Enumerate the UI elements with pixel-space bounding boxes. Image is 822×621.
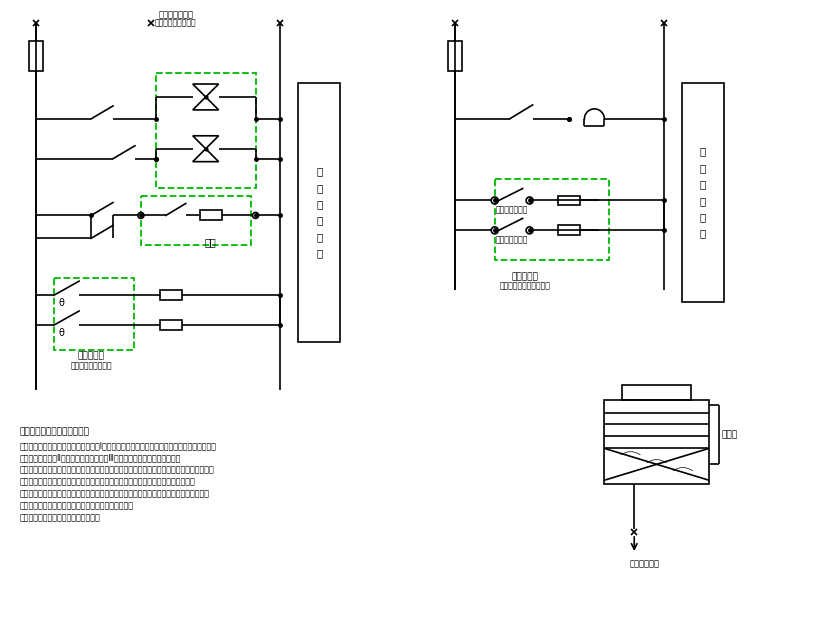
Text: （安装于变器顶层）: （安装于变器顶层） — [155, 18, 196, 27]
Bar — [298, 83, 340, 342]
Bar — [495, 179, 609, 260]
Text: 重气测故障接点: 重气测故障接点 — [496, 235, 528, 244]
Text: 由于变压器内部与其外部开关的分断回路，当温度控制器，气体继电器将接点动作后，通过: 由于变压器内部与其外部开关的分断回路，当温度控制器，气体继电器将接点动作后，通过 — [20, 489, 210, 498]
Text: （安装于变压器上）: （安装于变压器上） — [70, 362, 112, 371]
Text: 由于这些电气开关特性源自于回路中。: 由于这些电气开关特性源自于回路中。 — [20, 513, 100, 522]
Text: θ: θ — [58, 298, 64, 308]
Circle shape — [252, 212, 258, 219]
Bar — [159, 290, 182, 300]
Circle shape — [492, 197, 498, 204]
Bar — [558, 225, 580, 235]
Bar — [200, 211, 222, 220]
Bar — [141, 196, 251, 245]
Circle shape — [138, 212, 144, 219]
Text: 变压器运行时内部产生气体，导致变器温度下，为保护变压器，气体继电器将发出报警信号。: 变压器运行时内部产生气体，导致变器温度下，为保护变压器，气体继电器将发出报警信号… — [20, 465, 214, 474]
Text: 储油柜: 储油柜 — [722, 430, 738, 439]
Bar — [622, 384, 691, 399]
Bar — [448, 41, 462, 71]
Bar — [682, 83, 724, 302]
Bar — [156, 73, 256, 188]
Text: 气体继电器: 气体继电器 — [511, 272, 538, 281]
Text: 分闸: 分闸 — [205, 237, 216, 247]
Bar — [54, 278, 134, 350]
Circle shape — [492, 227, 498, 234]
Bar — [604, 399, 709, 484]
Text: 温度控制器: 温度控制器 — [77, 352, 104, 361]
Text: 当变压器温度降至Ⅱ时；当变压器温度降至Ⅲ时，自动断开变压器供电电源。: 当变压器温度降至Ⅱ时；当变压器温度降至Ⅲ时，自动断开变压器供电电源。 — [20, 453, 181, 463]
Text: 当继电器回路合闸后，通过温度开关（）分断回路（）断开方向，分开变压器电源。: 当继电器回路合闸后，通过温度开关（）分断回路（）断开方向，分开变压器电源。 — [20, 478, 195, 486]
Text: θ: θ — [58, 328, 64, 338]
Circle shape — [526, 227, 533, 234]
Text: 高压侧开关调节机构（）断开开关，分开变压器电源。: 高压侧开关调节机构（）断开开关，分开变压器电源。 — [20, 501, 133, 510]
Text: 温度自动控制系统：当变压器温度升至Ⅰ时，自动开启变压器顶层正面风扇（附于变器顶层）；: 温度自动控制系统：当变压器温度升至Ⅰ时，自动开启变压器顶层正面风扇（附于变器顶层… — [20, 442, 216, 450]
Text: 至高压侧气体: 至高压侧气体 — [630, 559, 659, 568]
Text: 变压器正面风扇: 变压器正面风扇 — [159, 11, 193, 19]
Text: 轻气测控警接点: 轻气测控警接点 — [496, 206, 528, 214]
Text: （安装于变压器本体上）: （安装于变压器本体上） — [499, 281, 550, 290]
Bar — [30, 41, 44, 71]
Text: 气
体
控
制
回
路: 气 体 控 制 回 路 — [700, 147, 706, 238]
Text: 变压器温控、气体保护说明：: 变压器温控、气体保护说明： — [20, 427, 90, 437]
Text: 温
度
控
制
回
路: 温 度 控 制 回 路 — [316, 166, 322, 258]
Bar — [558, 196, 580, 206]
Bar — [159, 320, 182, 330]
Circle shape — [526, 197, 533, 204]
